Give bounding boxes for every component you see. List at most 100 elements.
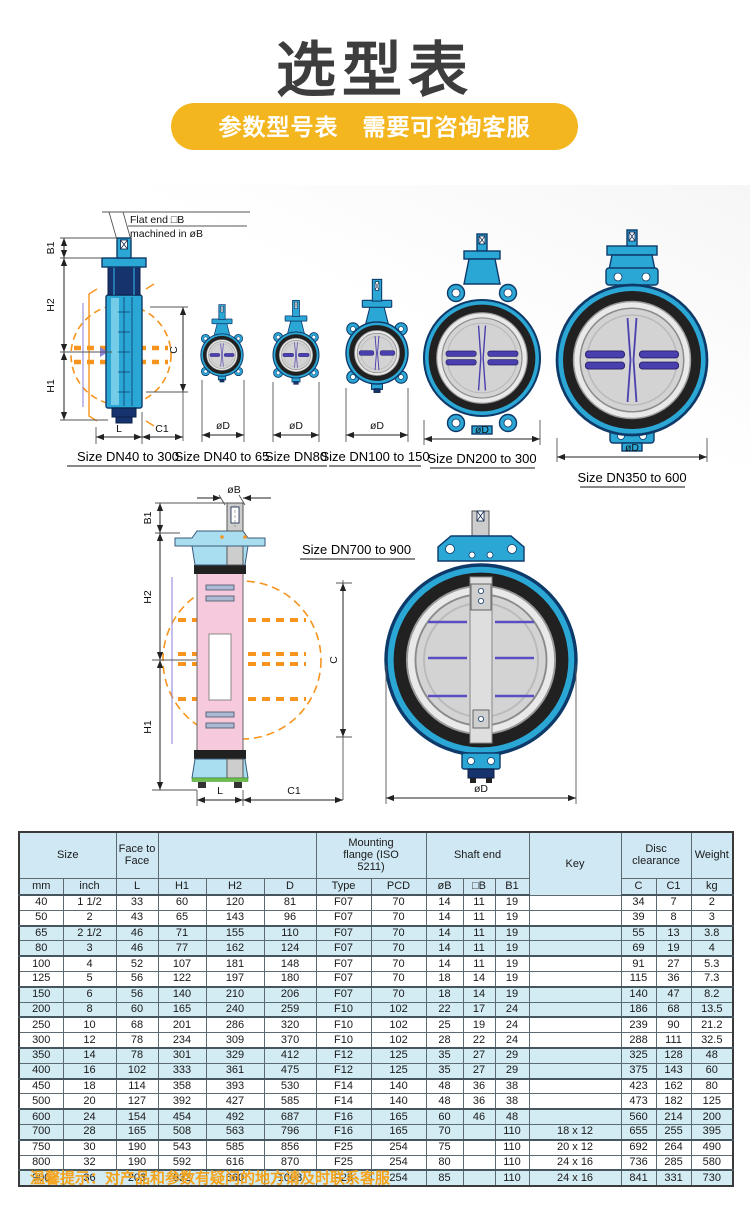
table-cell: 19 [462,1016,496,1034]
table-row: 750 30 190 543 585 856 F25 254 75 110 20 x 12 692 26… [18,1138,734,1156]
table-cell: 239 [620,1016,657,1034]
table-row: 250 10 68 201 286 320 F10 102 25 19 24 239 90 21.2 [18,1016,734,1034]
table-cell: 2 1/2 [62,924,117,942]
table-cell: 70 [370,940,427,957]
table-cell: 4 [62,955,117,972]
table-cell: 43 [115,909,159,927]
banner-pill: 参数型号表 需要可咨询客服 [171,103,578,150]
cross-section-dn40-300: Flat end □B machined in øB B1 H2 H1 C L … [45,211,250,444]
table-cell [528,1001,622,1018]
dim-label-c: C [328,656,340,664]
table-cell: 162 [205,940,265,957]
table-cell: 24 [62,1108,117,1125]
table-row: 150 6 56 140 210 206 F07 70 18 14 19 140 47 8.2 [18,985,734,1003]
table-cell: 1 1/2 [62,894,117,911]
table-cell: 48 [690,1046,734,1064]
table-row: 40 1 1/2 33 60 120 81 F07 70 14 11 19 34 7 2 [18,894,734,911]
table-cell: 125 [370,1046,427,1064]
table-cell: 48 [425,1077,464,1095]
table-cell: 14 [425,940,464,957]
table-cell: 148 [263,955,317,972]
table-cell: 285 [655,1154,692,1171]
table-cell: 841 [620,1169,657,1187]
dim-label-l: L [217,785,223,797]
table-cell: 286 [205,1016,265,1034]
table-cell: 29 [494,1046,530,1064]
table-cell: 35 [425,1046,464,1064]
dim-label-b1: B1 [142,511,154,524]
table-cell: 24 [494,1032,530,1049]
table-cell: 165 [370,1123,427,1141]
od-dim-dn100-150: øD [345,388,409,442]
table-cell: 68 [655,1001,692,1018]
table-cell: 70 [370,970,427,988]
table-cell: 264 [655,1138,692,1156]
table-row: 200 8 60 165 240 259 F10 102 22 17 24 186 68 13.5 [18,1001,734,1018]
table-cell: 65 [157,909,207,927]
table-cell: 182 [655,1093,692,1110]
table-row: 400 16 102 333 361 475 F12 125 35 27 29 375 143 60 [18,1062,734,1080]
dim-label-od: øD [625,442,639,454]
table-cell: 85 [425,1169,464,1187]
table-cell: 34 [620,894,657,911]
table-cell: 70 [370,985,427,1003]
table-cell: 8.2 [690,985,734,1003]
table-cell: 1003 [263,1169,317,1187]
table-cell: 8 [655,909,692,927]
table-cell [528,924,622,942]
table-cell: 325 [620,1046,657,1064]
table-cell [528,1077,622,1095]
table-cell [528,1016,622,1034]
spec-table-body: 40 1 1/2 33 60 120 81 F07 70 14 11 19 34 7 2 50 2 43 65 14… [18,894,734,1187]
table-row: 600 24 154 454 492 687 F16 165 60 46 48 560 214 200 [18,1108,734,1125]
table-cell: 200 [18,1001,64,1018]
table-cell: F14 [315,1093,372,1110]
table-row: 65 2 1/2 46 71 155 110 F07 70 14 11 19 55 13 3.8 [18,924,734,942]
table-cell: 35 [425,1062,464,1080]
table-cell: 14 [425,924,464,942]
table-cell: 736 [620,1154,657,1171]
dim-label-od: øD [475,424,489,436]
table-cell: 81 [263,894,317,911]
table-cell [528,1046,622,1064]
table-cell: 140 [620,985,657,1003]
table-row: 50 2 43 65 143 96 F07 70 14 11 19 39 8 3 [18,909,734,927]
table-cell: 11 [462,955,496,972]
table-cell: 201 [157,1016,207,1034]
table-cell [528,970,622,988]
table-cell: 333 [157,1062,207,1080]
table-cell: 750 [18,1138,64,1156]
table-cell: 55 [620,924,657,942]
table-cell: 3 [690,909,734,927]
table-cell: 350 [18,1046,64,1064]
footer-note: 温馨提示：对产品和参数有疑问的地方请及时联系客服 [30,1170,391,1187]
table-cell: 60 [690,1062,734,1080]
table-cell: 20 x 12 [528,1138,622,1156]
table-cell: 234 [157,1032,207,1049]
table-cell: 60 [115,1001,159,1018]
dim-label-od: øD [216,420,230,432]
table-cell: 500 [18,1093,64,1110]
table-cell: 56 [115,970,159,988]
table-row: 125 5 56 122 197 180 F07 70 18 14 19 115 36 7.3 [18,970,734,988]
table-cell: 46 [115,924,159,942]
table-cell: 240 [205,1001,265,1018]
table-cell: 3 [62,940,117,957]
table-cell: 24 [494,1016,530,1034]
table-cell: 3.8 [690,924,734,942]
table-cell: 75 [425,1138,464,1156]
table-cell [528,955,622,972]
table-cell: 140 [157,985,207,1003]
table-cell: 197 [205,970,265,988]
table-cell: 900 [18,1169,64,1187]
table-cell: 18 [425,970,464,988]
column-header-sqb: □B [462,877,496,896]
dim-label-c1: C1 [287,785,301,797]
table-cell: 18 x 12 [528,1123,622,1141]
table-cell: 301 [157,1046,207,1064]
table-cell: 110 [494,1169,530,1187]
table-cell: 361 [205,1062,265,1080]
table-cell: 12 [62,1032,117,1049]
table-cell: 25 [425,1016,464,1034]
spec-table: Size Face to Face Mounting flange (ISO 5… [18,831,735,1188]
